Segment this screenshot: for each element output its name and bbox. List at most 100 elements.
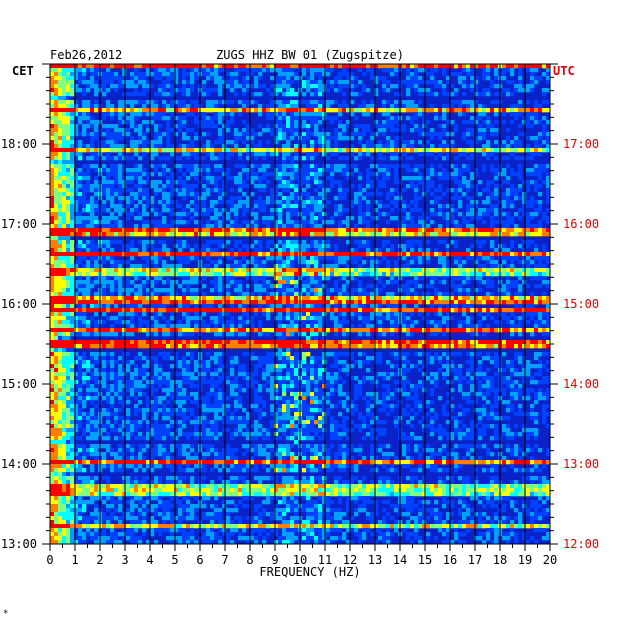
spectrogram-cell [114,536,119,541]
spectrogram-cell [94,448,99,453]
spectrogram-cell [210,316,215,321]
spectrogram-cell [142,152,147,157]
spectrogram-cell [90,68,95,73]
spectrogram-cell [74,452,79,457]
spectrogram-cell [270,448,275,453]
spectrogram-cell [58,428,63,433]
spectrogram-cell [166,340,171,345]
spectrogram-cell [218,492,223,497]
spectrogram-cell [66,192,71,197]
spectrogram-cell [254,68,259,73]
spectrogram-cell [82,308,87,313]
spectrogram-cell [150,308,155,313]
spectrogram-cell [78,516,83,521]
spectrogram-cell [182,452,187,457]
spectrogram-cell [122,188,127,193]
spectrogram-cell [154,356,159,361]
spectrogram-cell [218,460,223,465]
spectrogram-cell [162,200,167,205]
spectrogram-cell [58,80,63,85]
spectrogram-cell [74,540,79,545]
spectrogram-cell [146,404,151,409]
spectrogram-cell [194,196,199,201]
spectrogram-cell [166,232,171,237]
spectrogram-cell [246,72,251,77]
spectrogram-cell [278,468,283,473]
spectrogram-cell [242,148,247,153]
spectrogram-cell [218,308,223,313]
spectrogram-cell [262,400,267,405]
spectrogram-cell [142,512,147,517]
spectrogram-cell [54,384,59,389]
spectrogram-cell [110,360,115,365]
spectrogram-cell [118,424,123,429]
spectrogram-cell [114,168,119,173]
spectrogram-cell [182,184,187,189]
spectrogram-cell [158,476,163,481]
spectrogram-cell [246,460,251,465]
spectrogram-cell [110,464,115,469]
spectrogram-cell [242,344,247,349]
spectrogram-cell [150,116,155,121]
spectrogram-cell [130,252,135,257]
spectrogram-cell [222,320,227,325]
spectrogram-cell [142,520,147,525]
spectrogram-cell [126,444,131,449]
spectrogram-cell [54,232,59,237]
spectrogram-cell [234,448,239,453]
spectrogram-cell [154,400,159,405]
spectrogram-cell [166,248,171,253]
spectrogram-cell [154,372,159,377]
spectrogram-cell [178,148,183,153]
spectrogram-cell [274,400,279,405]
spectrogram-cell [250,72,255,77]
spectrogram-cell [162,404,167,409]
spectrogram-cell [82,192,87,197]
spectrogram-cell [242,168,247,173]
spectrogram-cell [282,360,287,365]
spectrogram-cell [142,500,147,505]
spectrogram-cell [90,164,95,169]
spectrogram-cell [246,284,251,289]
spectrogram-cell [82,224,87,229]
spectrogram-cell [222,344,227,349]
spectrogram-cell [238,424,243,429]
spectrogram-cell [274,344,279,349]
spectrogram-cell [218,364,223,369]
spectrogram-cell [266,272,271,277]
spectrogram-cell [238,396,243,401]
spectrogram-cell [78,64,83,69]
spectrogram-cell [258,188,263,193]
spectrogram-cell [78,408,83,413]
spectrogram-cell [142,364,147,369]
spectrogram-cell [126,508,131,513]
spectrogram-cell [266,332,271,337]
spectrogram-cell [154,408,159,413]
spectrogram-cell [238,152,243,157]
spectrogram-cell [214,288,219,293]
spectrogram-cell [210,272,215,277]
spectrogram-cell [218,100,223,105]
spectrogram-cell [118,368,123,373]
spectrogram-cell [214,496,219,501]
spectrogram-cell [170,504,175,509]
spectrogram-cell [62,100,67,105]
spectrogram-cell [146,296,151,301]
spectrogram-cell [130,304,135,309]
spectrogram-cell [214,464,219,469]
spectrogram-cell [282,476,287,481]
spectrogram-cell [238,372,243,377]
spectrogram-cell [118,524,123,529]
spectrogram-cell [230,248,235,253]
spectrogram-cell [130,312,135,317]
spectrogram-cell [182,536,187,541]
spectrogram-cell [62,296,67,301]
spectrogram-cell [218,232,223,237]
spectrogram-cell [226,500,231,505]
spectrogram-cell [86,68,91,73]
spectrogram-cell [78,476,83,481]
spectrogram-cell [58,240,63,245]
spectrogram-cell [54,460,59,465]
spectrogram-cell [214,516,219,521]
spectrogram-cell [82,344,87,349]
